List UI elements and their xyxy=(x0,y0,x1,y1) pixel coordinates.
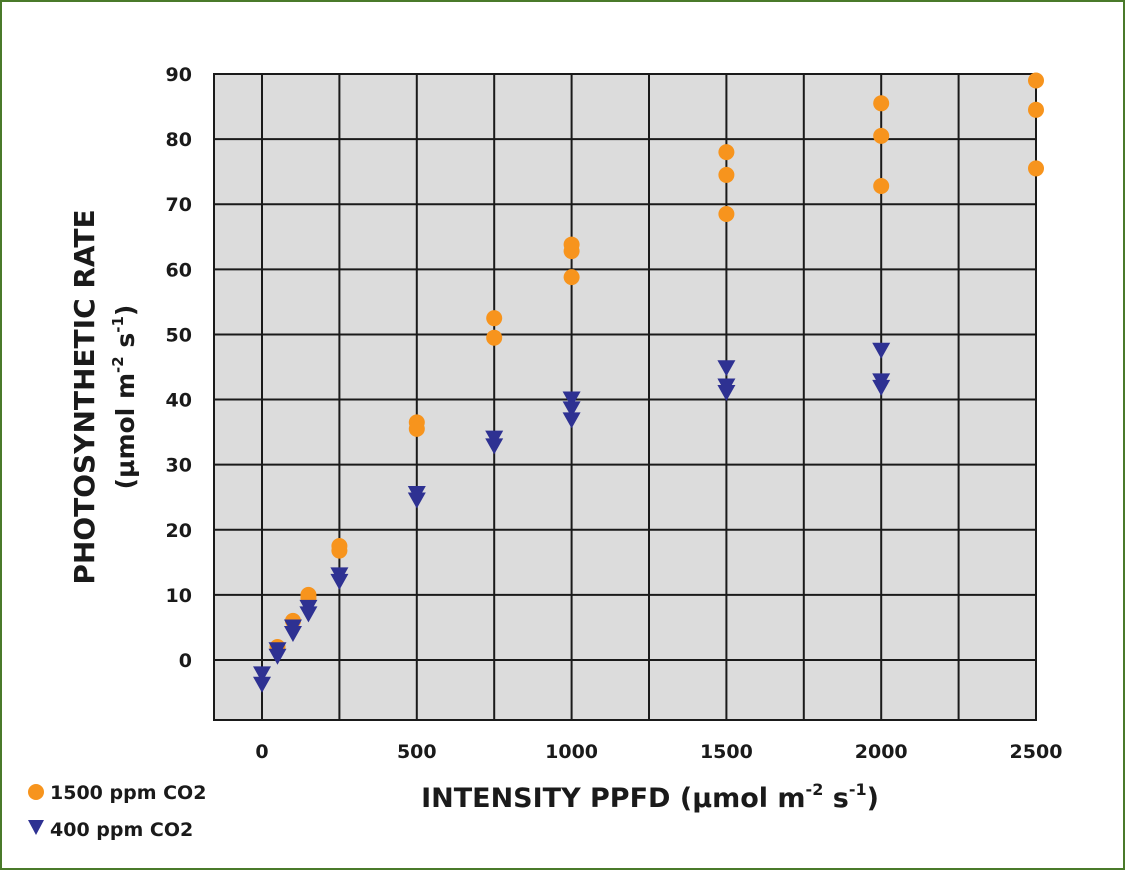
point-1500ppm xyxy=(718,166,735,183)
point-1500ppm xyxy=(563,269,580,286)
legend-label-1500ppm: 1500 ppm CO2 xyxy=(50,782,206,804)
point-1500ppm xyxy=(718,205,735,222)
point-1500ppm xyxy=(563,243,580,260)
legend-triangle-marker xyxy=(28,820,44,835)
legend-label-400ppm: 400 ppm CO2 xyxy=(50,819,193,841)
point-400ppm xyxy=(283,625,302,642)
point-1500ppm xyxy=(408,420,425,437)
point-1500ppm xyxy=(486,329,503,346)
point-1500ppm xyxy=(486,310,503,327)
y-axis-title-sup2: -1 xyxy=(109,316,127,333)
x-axis-title-mid: s xyxy=(823,783,848,814)
y-axis-title: PHOTOSYNTHETIC RATE (µmol m-2 s-1) xyxy=(68,209,140,584)
x-axis-title-end: ) xyxy=(867,783,879,814)
point-400ppm xyxy=(562,412,581,429)
point-400ppm xyxy=(562,391,581,408)
y-tick-label: 80 xyxy=(166,129,192,151)
y-axis-title-line2: (µmol m xyxy=(111,373,140,489)
y-tick-label: 70 xyxy=(166,194,192,216)
y-tick-label: 0 xyxy=(179,650,192,672)
svg-text:PHOTOSYNTHETIC RATE: PHOTOSYNTHETIC RATE xyxy=(68,209,101,584)
point-1500ppm xyxy=(1028,72,1044,89)
point-400ppm xyxy=(562,401,581,418)
point-1500ppm xyxy=(1028,101,1044,118)
point-400ppm xyxy=(485,438,504,455)
data-points xyxy=(253,72,1044,693)
point-1500ppm xyxy=(873,95,890,112)
y-axis-title-mid: s xyxy=(111,333,140,357)
x-axis-ticks: 0 500 1000 1500 2000 2500 xyxy=(255,741,1062,763)
point-400ppm xyxy=(872,379,891,396)
point-400ppm xyxy=(717,385,736,402)
x-axis-title-sup2: -1 xyxy=(849,780,867,799)
x-axis-title-sup1: -2 xyxy=(806,780,824,799)
x-tick-label: 0 xyxy=(255,741,268,763)
y-tick-label: 90 xyxy=(166,64,192,86)
y-axis-title-line1: PHOTOSYNTHETIC RATE xyxy=(68,209,101,584)
point-1500ppm xyxy=(873,177,890,194)
point-1500ppm xyxy=(1028,160,1044,177)
point-400ppm xyxy=(253,676,271,693)
y-tick-label: 50 xyxy=(166,324,192,346)
y-tick-label: 40 xyxy=(166,390,192,412)
x-tick-label: 500 xyxy=(397,741,437,763)
plot-border xyxy=(213,73,1037,721)
point-400ppm xyxy=(268,648,287,665)
point-400ppm xyxy=(253,666,271,683)
x-tick-label: 2500 xyxy=(1010,741,1063,763)
y-axis-ticks: 0 10 20 30 40 50 60 70 80 90 xyxy=(166,64,192,672)
point-1500ppm xyxy=(331,542,348,559)
point-400ppm xyxy=(872,342,891,359)
x-tick-label: 1000 xyxy=(545,741,598,763)
legend-circle-marker xyxy=(28,784,44,800)
point-400ppm xyxy=(299,606,318,623)
x-tick-label: 2000 xyxy=(855,741,908,763)
point-1500ppm xyxy=(718,144,735,161)
x-axis-title: INTENSITY PPFD (µmol m-2 s-1) xyxy=(421,780,879,814)
y-tick-label: 10 xyxy=(166,585,192,607)
point-1500ppm xyxy=(873,127,890,144)
y-tick-label: 30 xyxy=(166,455,192,477)
x-axis-title-main: INTENSITY PPFD (µmol m xyxy=(421,783,805,814)
plot-background xyxy=(214,74,1036,720)
y-axis-title-end: ) xyxy=(111,305,140,316)
y-axis-title-sup1: -2 xyxy=(109,356,127,373)
point-400ppm xyxy=(717,360,736,377)
point-400ppm xyxy=(330,573,349,590)
svg-text:(µmol m-2 s-1): (µmol m-2 s-1) xyxy=(109,305,140,490)
legend: 1500 ppm CO2 400 ppm CO2 xyxy=(28,782,206,841)
x-tick-label: 1500 xyxy=(700,741,753,763)
y-tick-label: 60 xyxy=(166,259,192,281)
point-400ppm xyxy=(407,492,426,509)
y-tick-label: 20 xyxy=(166,520,192,542)
